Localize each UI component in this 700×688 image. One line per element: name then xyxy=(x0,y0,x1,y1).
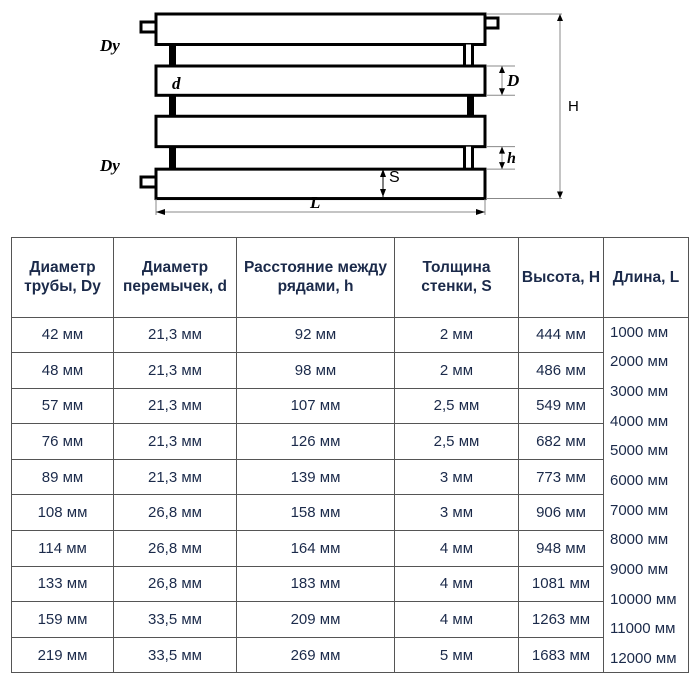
svg-text:H: H xyxy=(568,98,579,115)
svg-text:d: d xyxy=(172,74,181,93)
svg-text:h: h xyxy=(507,150,516,167)
svg-text:L: L xyxy=(309,193,320,212)
svg-text:D: D xyxy=(506,71,519,90)
svg-text:Dy: Dy xyxy=(99,156,120,175)
svg-text:S: S xyxy=(389,169,400,186)
svg-text:Dy: Dy xyxy=(99,36,120,55)
